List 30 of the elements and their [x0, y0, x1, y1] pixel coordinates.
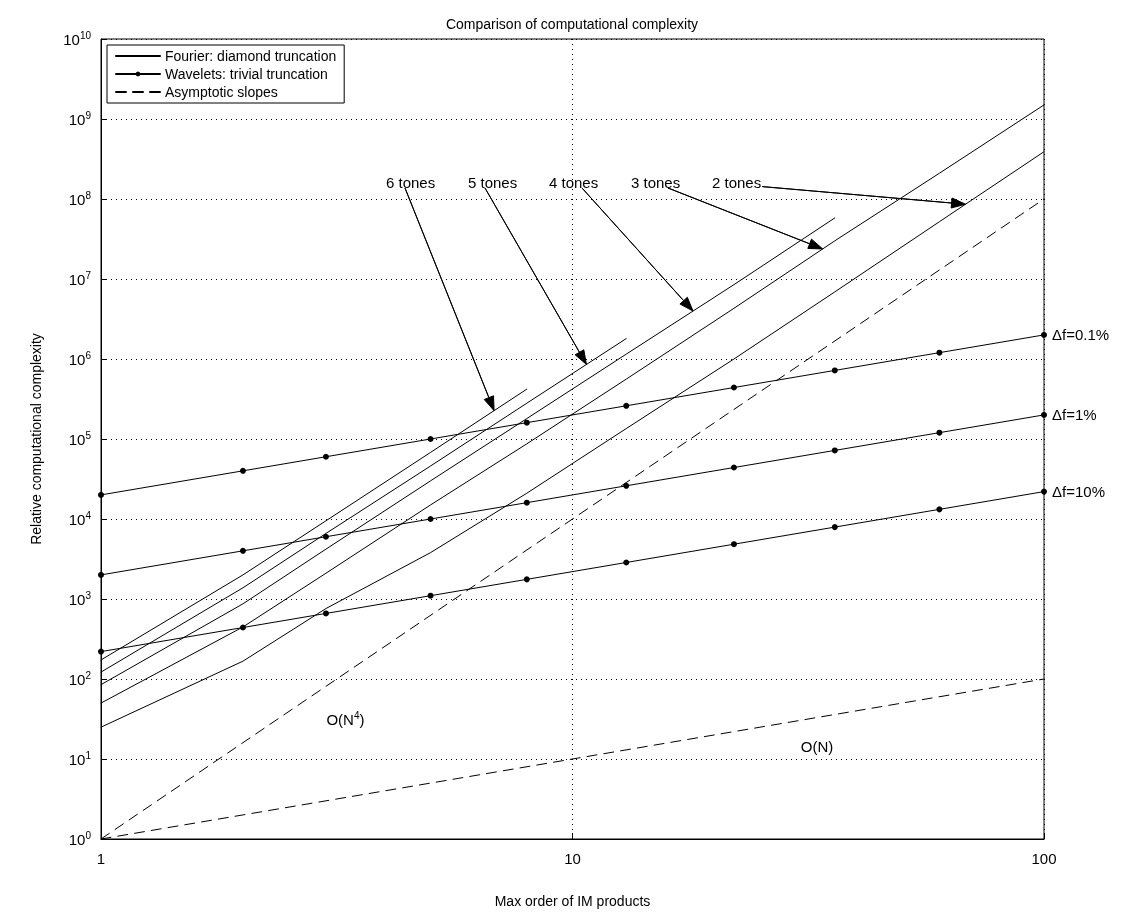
annotation: 2 tones [712, 174, 762, 192]
annotation: 5 tones [468, 174, 518, 192]
annotation: 4 tones [549, 174, 599, 192]
y-tick-label: 10$^{2}$ [68, 669, 91, 689]
annotation: O(N) [800, 738, 834, 757]
annotation: 3 tones [631, 174, 681, 192]
legend-label: Asymptotic slopes [165, 84, 278, 100]
y-tick-label: 10$^{3}$ [68, 589, 91, 609]
annotation: Δf=0.1% [1052, 325, 1110, 344]
x-tick-label: 1 [96, 850, 106, 867]
legend-label: Fourier: diamond truncation [165, 48, 337, 64]
y-tick-label: 10$^{0}$ [68, 829, 91, 849]
legend-label: Wavelets: trivial truncation [165, 66, 328, 82]
y-axis-title: Relative computational complexity [28, 333, 44, 545]
annotation: 6 tones [386, 174, 436, 192]
y-tick-label: 10$^{6}$ [68, 349, 91, 369]
annotation: Δf=1% [1052, 405, 1097, 424]
x-tick-label: 100 [1031, 850, 1057, 867]
y-tick-label: 10$^{7}$ [68, 269, 91, 289]
y-tick-label: 10$^{5}$ [68, 429, 91, 449]
y-tick-label: 10$^{4}$ [68, 509, 91, 529]
y-tick-label: 10$^{8}$ [68, 189, 91, 209]
chart-title: Comparison of computational complexity [445, 16, 699, 32]
y-tick-label: 10$^{9}$ [68, 109, 91, 129]
annotation: O(N$^{4}$) [326, 710, 365, 730]
y-tick-label: 10$^{1}$ [68, 749, 91, 769]
x-tick-label: 10 [564, 850, 581, 867]
annotation: Δf=10% [1052, 482, 1105, 501]
y-tick-label: 10$^{10}$ [63, 29, 91, 49]
x-axis-title: Max order of IM products [494, 893, 651, 909]
